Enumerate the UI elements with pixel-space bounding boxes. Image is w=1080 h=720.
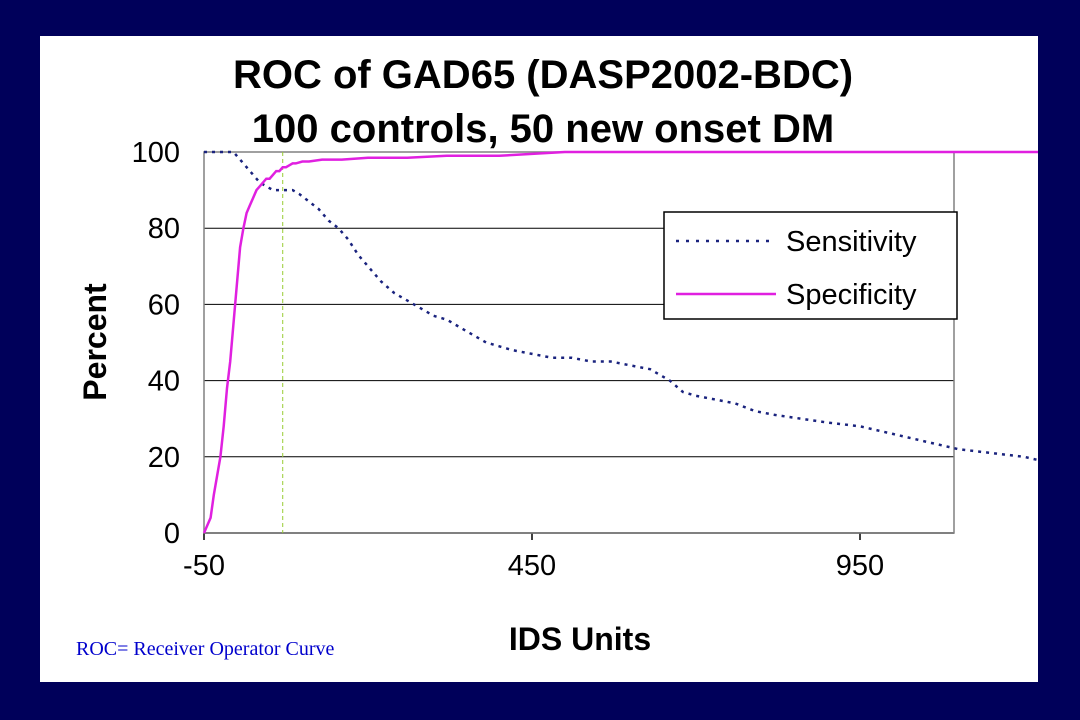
- legend-box: [663, 211, 958, 320]
- legend-label-sensitivity: Sensitivity: [786, 226, 917, 258]
- y-tick-labels: 0 20 40 60 80 100: [132, 137, 180, 550]
- chart-subtitle: 100 controls, 50 new onset DM: [252, 107, 834, 151]
- x-axis-title: IDS Units: [509, 621, 651, 657]
- y-tick-label-100: 100: [132, 137, 180, 169]
- y-tick-label-0: 0: [164, 518, 180, 550]
- legend-label-specificity: Specificity: [786, 279, 917, 311]
- slide-panel: ROC of GAD65 (DASP2002-BDC) 100 controls…: [40, 36, 1038, 682]
- y-tick-label-20: 20: [148, 442, 180, 474]
- x-tick-label-450: 450: [508, 550, 556, 582]
- series-line-sensitivity: [204, 150, 1038, 462]
- footnote: ROC= Receiver Operator Curve: [76, 638, 335, 660]
- y-tick-label-40: 40: [148, 366, 180, 398]
- plot-area: [203, 151, 955, 534]
- x-tick-label-950: 950: [836, 550, 884, 582]
- legend: Sensitivity Specificity: [663, 211, 958, 320]
- y-tick-label-60: 60: [148, 289, 180, 321]
- chart: ROC of GAD65 (DASP2002-BDC) 100 controls…: [76, 53, 1038, 660]
- y-tick-label-80: 80: [148, 213, 180, 245]
- chart-title: ROC of GAD65 (DASP2002-BDC): [233, 53, 853, 97]
- y-axis-title: Percent: [77, 283, 113, 401]
- x-tick-labels: -5045095014501950: [183, 550, 884, 582]
- x-tick-label--50: -50: [183, 550, 225, 582]
- series-line-specificity: [202, 150, 1038, 534]
- series-group: [202, 150, 1038, 534]
